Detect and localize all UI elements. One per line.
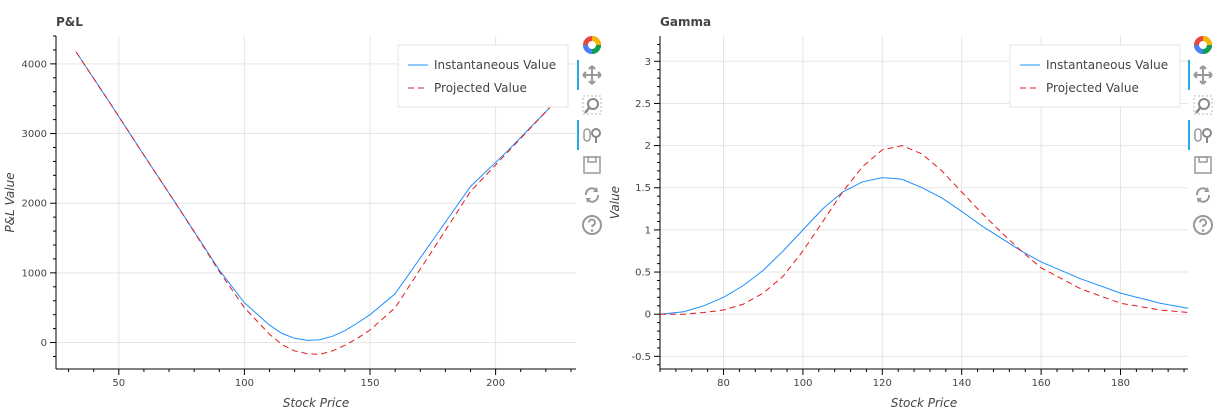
y-tick-label: 1.5 [635, 183, 651, 194]
bokeh-logo-tool[interactable] [577, 30, 607, 60]
legend-label: Projected Value [434, 81, 527, 95]
gamma-chart: Gamma 80 100 120 140 160 180 -0.5 0 0.5 1 1.5 2 2.5 3 S… [608, 15, 1189, 410]
y-tick-label: 4000 [22, 59, 47, 70]
reset-tool[interactable] [1188, 180, 1218, 210]
legend-label: Instantaneous Value [434, 58, 556, 72]
pan-tool[interactable] [577, 60, 607, 90]
pnl-chart-panel: P&L 50 100 150 200 0 1000 2000 3000 4000 Stock Pri… [0, 0, 610, 414]
box-zoom-icon [582, 95, 602, 115]
chart-title: P&L [56, 15, 83, 29]
x-tick-label: 140 [952, 378, 971, 389]
active-tool-indicator [1188, 120, 1190, 150]
bokeh-logo-icon [1194, 36, 1212, 54]
x-tick-label: 160 [1032, 378, 1051, 389]
active-tool-indicator [577, 120, 579, 150]
pnl-toolbar [577, 30, 607, 240]
help-tool[interactable] [1188, 210, 1218, 240]
reset-tool[interactable] [577, 180, 607, 210]
wheel-zoom-tool[interactable] [577, 120, 607, 150]
x-axis-label: Stock Price [283, 396, 350, 410]
y-tick-label: 1 [645, 225, 651, 236]
pan-icon [582, 65, 602, 85]
wheel-zoom-icon [1194, 128, 1212, 143]
x-tick-label: 200 [486, 378, 505, 389]
series-0 [659, 177, 1189, 315]
x-tick-label: 120 [873, 378, 892, 389]
save-tool[interactable] [577, 150, 607, 180]
y-tick-label: 3000 [22, 129, 47, 140]
bokeh-logo-tool[interactable] [1188, 30, 1218, 60]
x-tick-label: 180 [1111, 378, 1130, 389]
series-1 [660, 145, 1189, 315]
y-tick-label: 2.5 [635, 99, 651, 110]
pan-icon [1193, 65, 1213, 85]
series-line [660, 145, 1189, 315]
legend-box [1009, 44, 1181, 108]
gamma-toolbar [1188, 30, 1218, 240]
x-tick-label: 100 [235, 378, 254, 389]
x-tick-label: 150 [360, 378, 379, 389]
help-icon [1193, 215, 1213, 235]
legend-box [397, 44, 569, 108]
save-icon [583, 156, 601, 174]
chart-title: Gamma [660, 15, 711, 29]
x-axis-label: Stock Price [891, 396, 958, 410]
bokeh-logo-icon [583, 36, 601, 54]
y-tick-label: -0.5 [631, 352, 651, 363]
y-tick-label: 3 [645, 57, 651, 68]
y-tick-label: 0 [41, 338, 47, 349]
save-icon [1194, 156, 1212, 174]
y-tick-label: 2000 [22, 199, 47, 210]
active-tool-indicator [1188, 60, 1190, 90]
wheel-zoom-icon [583, 128, 601, 143]
reset-icon [584, 187, 600, 203]
pan-tool[interactable] [1188, 60, 1218, 90]
wheel-zoom-tool[interactable] [1188, 120, 1218, 150]
y-tick-label: 0.5 [635, 268, 651, 279]
reset-icon [1195, 187, 1211, 203]
legend-label: Instantaneous Value [1046, 58, 1168, 72]
series-line [75, 51, 552, 355]
x-tick-label: 100 [793, 378, 812, 389]
save-tool[interactable] [1188, 150, 1218, 180]
y-axis-label: P&L Value [3, 172, 17, 232]
x-tick-label: 50 [112, 378, 125, 389]
box-zoom-tool[interactable] [577, 90, 607, 120]
y-tick-label: 2 [645, 141, 651, 152]
series-line [659, 177, 1189, 315]
legend: Instantaneous Value Projected Value [1009, 44, 1181, 108]
box-zoom-icon [1193, 95, 1213, 115]
gamma-chart-panel: Gamma 80 100 120 140 160 180 -0.5 0 0.5 1 1.5 2 2.5 3 S… [608, 0, 1221, 414]
active-tool-indicator [577, 60, 579, 90]
help-icon [582, 215, 602, 235]
series-1 [75, 51, 552, 355]
help-tool[interactable] [577, 210, 607, 240]
legend: Instantaneous Value Projected Value [397, 44, 569, 108]
y-tick-label: 0 [645, 310, 651, 321]
legend-label: Projected Value [1046, 81, 1139, 95]
x-tick-label: 80 [717, 378, 730, 389]
box-zoom-tool[interactable] [1188, 90, 1218, 120]
y-tick-label: 1000 [22, 268, 47, 279]
y-axis-label: Value [608, 186, 622, 219]
